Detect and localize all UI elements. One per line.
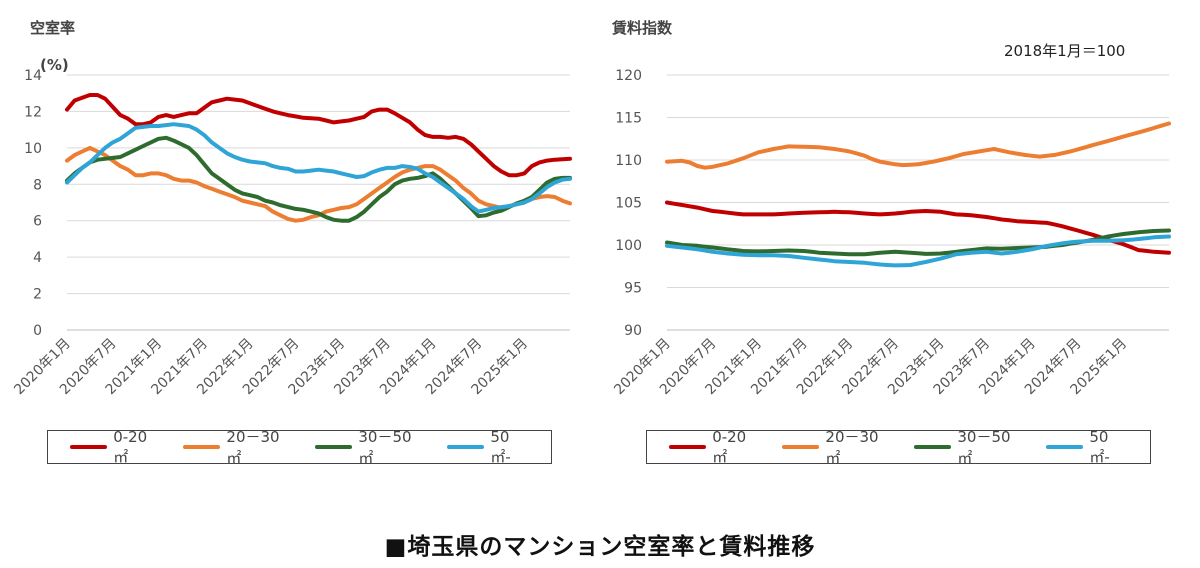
legend-item: 30－50㎡ [315, 426, 425, 468]
y-tick-label: 100 [615, 238, 642, 254]
legend-label: 20－30㎡ [226, 428, 280, 467]
legend-label: 30－50㎡ [358, 428, 412, 467]
y-tick-label: 10 [24, 141, 42, 157]
legend-swatch [782, 445, 820, 449]
y-axis-label: (%) [40, 56, 69, 74]
series-line-1 [665, 200, 1171, 255]
legend-swatch [1046, 445, 1084, 449]
series-line-4 [65, 122, 572, 214]
legend-item: 20－30㎡ [183, 426, 293, 468]
legend-item: 0-20㎡ [70, 428, 161, 467]
legend-label: 0-20㎡ [113, 427, 148, 466]
y-tick-label: 115 [615, 111, 642, 127]
y-tick-label: 4 [33, 250, 42, 266]
series-line-1 [65, 93, 572, 178]
y-tick-label: 110 [615, 153, 642, 169]
y-tick-label: 90 [624, 323, 642, 339]
y-tick-label: 0 [33, 323, 42, 339]
legend-item: 30－50㎡ [914, 426, 1024, 468]
y-tick-label: 12 [24, 104, 42, 120]
series-line-2 [665, 121, 1171, 170]
legend-label: 0-20㎡ [712, 427, 747, 466]
index-base-note: 2018年1月＝100 [1004, 42, 1125, 60]
legend-item: 50㎡- [447, 428, 529, 467]
legend-item: 0-20㎡ [669, 428, 760, 467]
chart-title: 空室率 [30, 19, 75, 37]
legend-swatch [669, 445, 707, 449]
legend-label: 20－30㎡ [825, 428, 879, 467]
series-line-4 [665, 234, 1171, 268]
y-tick-label: 105 [615, 196, 642, 212]
legend-label: 30－50㎡ [957, 428, 1011, 467]
legend-swatch [447, 445, 485, 449]
vacancy-rate-chart: 空室率(%)024681012142020年1月2020年7月2021年1月20… [11, 19, 572, 398]
chart-title: 賃料指数 [611, 19, 673, 37]
legend-swatch [914, 445, 952, 449]
rent-index-chart: 賃料指数2018年1月＝10090951001051101151202020年1… [611, 19, 1171, 398]
y-tick-label: 95 [624, 281, 642, 297]
y-tick-label: 6 [33, 214, 42, 230]
y-tick-label: 2 [33, 287, 42, 303]
legend-label: 50㎡- [490, 427, 511, 466]
series-line-3 [65, 135, 572, 223]
y-tick-label: 8 [33, 177, 42, 193]
y-tick-label: 14 [24, 68, 42, 84]
legend-swatch [70, 445, 108, 449]
vacancy-chart-legend: 0-20㎡ 20－30㎡ 30－50㎡ 50㎡- [47, 428, 552, 467]
legend-swatch [183, 445, 221, 449]
rent-chart-legend: 0-20㎡ 20－30㎡ 30－50㎡ 50㎡- [646, 428, 1151, 467]
legend-item: 50㎡- [1046, 428, 1128, 467]
legend-label: 50㎡- [1089, 427, 1110, 466]
figure-caption: ■埼玉県のマンション空室率と賃料推移 [384, 534, 816, 560]
y-tick-label: 120 [615, 68, 642, 84]
legend-swatch [315, 445, 353, 449]
legend-item: 20－30㎡ [782, 426, 892, 468]
